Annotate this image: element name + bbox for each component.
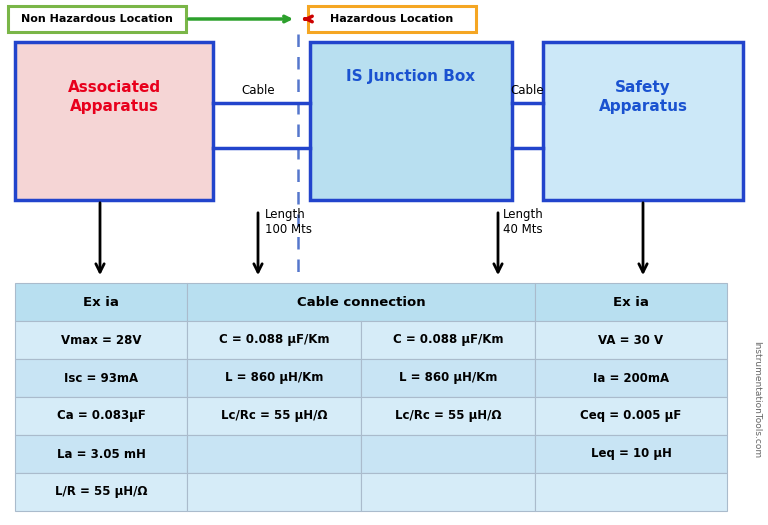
Text: L/R = 55 μH/Ω: L/R = 55 μH/Ω [55,486,147,499]
Text: Length
40 Mts: Length 40 Mts [503,208,544,236]
Bar [361,473,535,511]
Bar [535,397,727,435]
Bar [187,397,361,435]
Bar [15,321,187,359]
Bar [187,359,361,397]
Bar [535,359,727,397]
Text: C = 0.088 μF/Km: C = 0.088 μF/Km [219,333,329,346]
Bar [535,283,727,321]
Text: Associated
Apparatus: Associated Apparatus [68,80,161,114]
Text: Cable connection: Cable connection [296,296,425,309]
Bar [15,42,213,200]
Bar [15,283,187,321]
Text: IS Junction Box: IS Junction Box [346,69,475,85]
Text: Ca = 0.083μF: Ca = 0.083μF [57,410,145,423]
Text: Non Hazardous Location: Non Hazardous Location [21,14,173,24]
Bar [308,6,476,32]
Bar [535,435,727,473]
Text: Ex ia: Ex ia [613,296,649,309]
Text: InstrumentationTools.com: InstrumentationTools.com [753,341,762,458]
Bar [187,283,535,321]
Text: La = 3.05 mH: La = 3.05 mH [57,447,145,460]
Bar [361,321,535,359]
Text: L = 860 μH/Km: L = 860 μH/Km [399,372,497,384]
Bar [310,42,512,200]
Text: Lc/Rc = 55 μH/Ω: Lc/Rc = 55 μH/Ω [395,410,502,423]
Bar [15,473,187,511]
Text: Cable: Cable [510,84,544,97]
Bar [543,42,743,200]
Text: Safety
Apparatus: Safety Apparatus [598,80,687,114]
Text: Length
100 Mts: Length 100 Mts [265,208,312,236]
Bar [187,435,361,473]
Text: VA = 30 V: VA = 30 V [598,333,664,346]
Text: C = 0.088 μF/Km: C = 0.088 μF/Km [392,333,503,346]
Text: Leq = 10 μH: Leq = 10 μH [591,447,671,460]
Bar [187,321,361,359]
Bar [361,435,535,473]
Text: Ex ia: Ex ia [83,296,119,309]
Text: Hazardous Location: Hazardous Location [330,14,454,24]
Bar [361,397,535,435]
Bar [361,359,535,397]
Bar [187,473,361,511]
Bar [8,6,186,32]
Bar [15,397,187,435]
Bar [535,321,727,359]
Text: Cable: Cable [241,84,275,97]
Text: L = 860 μH/Km: L = 860 μH/Km [225,372,323,384]
Text: Ceq = 0.005 μF: Ceq = 0.005 μF [581,410,682,423]
Text: Vmax = 28V: Vmax = 28V [61,333,141,346]
Text: Ia = 200mA: Ia = 200mA [593,372,669,384]
Bar [15,435,187,473]
Bar [15,359,187,397]
Text: Isc = 93mA: Isc = 93mA [64,372,138,384]
Bar [535,473,727,511]
Text: Lc/Rc = 55 μH/Ω: Lc/Rc = 55 μH/Ω [220,410,327,423]
